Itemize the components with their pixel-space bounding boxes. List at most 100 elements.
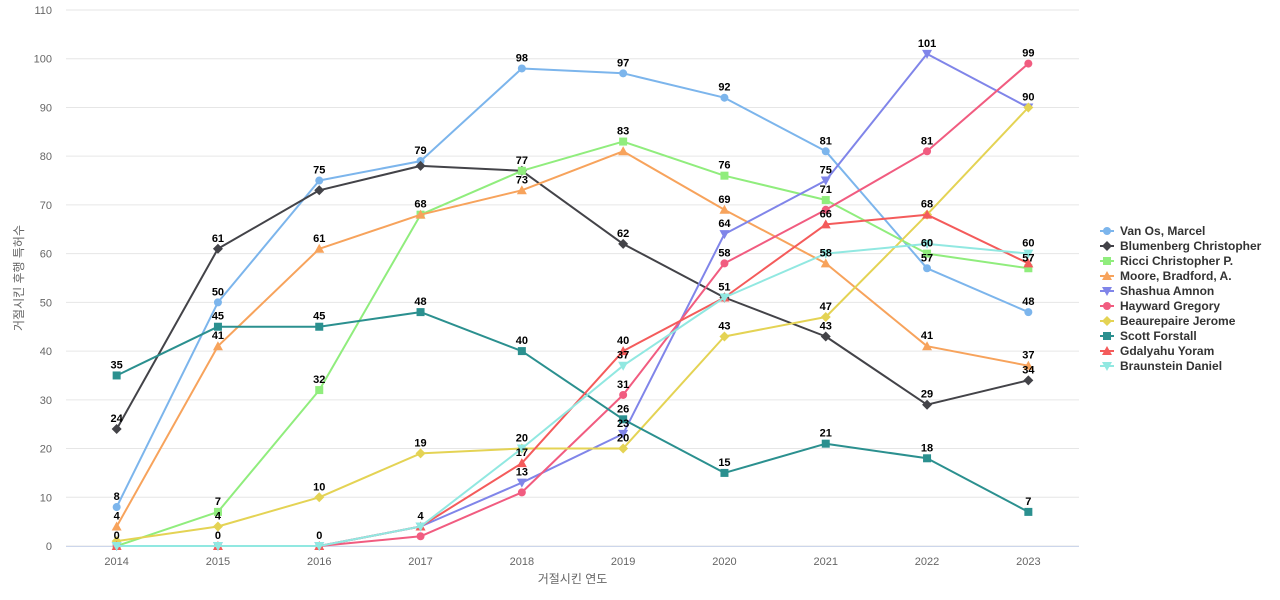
data-label: 34: [1022, 364, 1035, 376]
data-point: [619, 415, 628, 424]
data-label: 66: [820, 208, 832, 220]
data-point: [922, 239, 933, 249]
legend-item-braunstein-daniel[interactable]: Braunstein Daniel: [1100, 359, 1222, 373]
data-point: [415, 448, 426, 459]
data-label: 61: [313, 233, 325, 245]
data-point: [111, 521, 122, 531]
data-label: 58: [820, 247, 832, 259]
x-tick-label: 2022: [915, 556, 939, 568]
data-label: 35: [111, 359, 123, 371]
data-point: [820, 219, 831, 229]
data-label: 0: [316, 530, 322, 542]
data-label: 37: [1022, 350, 1034, 362]
data-label: 13: [516, 467, 528, 479]
legend-item-scott-forstall[interactable]: Scott Forstall: [1100, 329, 1197, 343]
data-point: [1023, 258, 1034, 268]
data-label: 73: [516, 174, 528, 186]
y-tick-label: 0: [46, 541, 52, 553]
data-point: [415, 522, 426, 532]
x-tick-label: 2016: [307, 556, 331, 568]
data-label: 64: [718, 218, 731, 230]
data-point: [1024, 264, 1033, 273]
legend-item-blumenberg-christopher[interactable]: Blumenberg Christopher: [1100, 239, 1262, 253]
legend-label: Hayward Gregory: [1120, 299, 1220, 313]
legend-item-moore-bradford-a[interactable]: Moore, Bradford, A.: [1100, 269, 1232, 283]
data-point: [618, 361, 629, 371]
data-label: 26: [617, 403, 629, 415]
data-label: 71: [820, 184, 832, 196]
data-point: [619, 137, 628, 146]
data-point: [212, 542, 223, 551]
data-point: [517, 166, 526, 175]
data-label: 81: [921, 135, 933, 147]
data-label: 92: [718, 82, 730, 94]
series-lines: [111, 49, 1034, 551]
data-label: 0: [215, 530, 221, 542]
data-label: 83: [617, 126, 629, 138]
x-tick-label: 2014: [104, 556, 128, 568]
legend-item-hayward-gregory[interactable]: Hayward Gregory: [1100, 299, 1220, 313]
data-point: [720, 259, 729, 268]
data-label: 98: [516, 52, 528, 64]
data-point: [618, 238, 629, 249]
data-label: 69: [718, 194, 730, 206]
data-point: [820, 249, 831, 259]
data-label: 75: [820, 165, 832, 177]
data-label: 68: [921, 199, 933, 211]
data-point: [213, 507, 222, 516]
series-line-scott-forstall: [116, 311, 1029, 513]
x-tick-label: 2015: [206, 556, 230, 568]
data-point: [112, 503, 121, 512]
data-label: 7: [215, 496, 221, 508]
series-gdalyahu-yoram: [111, 209, 1034, 550]
data-point: [618, 429, 629, 439]
legend-item-shashua-amnon[interactable]: Shashua Amnon: [1100, 284, 1214, 298]
data-label: 32: [313, 374, 325, 386]
data-label: 60: [921, 238, 933, 250]
series-scott-forstall: [112, 308, 1033, 516]
data-point: [112, 371, 121, 380]
legend-item-ricci-christopher-p[interactable]: Ricci Christopher P.: [1100, 254, 1233, 268]
legend-label: Blumenberg Christopher: [1120, 239, 1262, 253]
legend-item-van-os-marcel[interactable]: Van Os, Marcel: [1100, 224, 1205, 238]
x-tick-label: 2017: [408, 556, 432, 568]
legend-symbol: [1102, 241, 1112, 251]
data-label: 21: [820, 428, 832, 440]
data-point: [315, 176, 324, 185]
data-point: [821, 439, 830, 448]
data-label: 51: [718, 281, 730, 293]
data-point: [923, 147, 932, 156]
data-label: 99: [1022, 48, 1034, 60]
legend-symbol: [1102, 287, 1112, 296]
data-point: [923, 264, 932, 273]
legend-symbol: [1103, 302, 1111, 310]
series-braunstein-daniel: [111, 239, 1034, 551]
legend-item-gdalyahu-yoram[interactable]: Gdalyahu Yoram: [1100, 344, 1214, 358]
x-tick-label: 2018: [510, 556, 534, 568]
legend-label: Ricci Christopher P.: [1120, 254, 1233, 268]
data-label: 75: [313, 165, 325, 177]
data-point: [1024, 59, 1033, 68]
series-moore-bradford-a: [111, 146, 1034, 531]
data-label: 45: [313, 311, 325, 323]
data-point: [314, 492, 325, 503]
data-label: 77: [516, 155, 528, 167]
data-label: 43: [820, 320, 832, 332]
data-point: [1023, 102, 1034, 113]
series-hayward-gregory: [112, 59, 1033, 550]
data-point: [719, 331, 730, 342]
legend-item-beaurepaire-jerome[interactable]: Beaurepaire Jerome: [1100, 314, 1236, 328]
data-label: 81: [820, 135, 832, 147]
data-point: [315, 322, 324, 331]
series-shashua-amnon: [111, 49, 1034, 551]
series-line-moore-bradford-a: [115, 150, 1029, 527]
y-tick-label: 70: [40, 200, 52, 212]
data-label: 68: [414, 199, 426, 211]
legend-symbol: [1102, 271, 1112, 280]
data-label: 4: [114, 511, 121, 523]
data-point: [516, 478, 527, 488]
data-point: [415, 209, 426, 219]
legend-label: Scott Forstall: [1120, 329, 1197, 343]
